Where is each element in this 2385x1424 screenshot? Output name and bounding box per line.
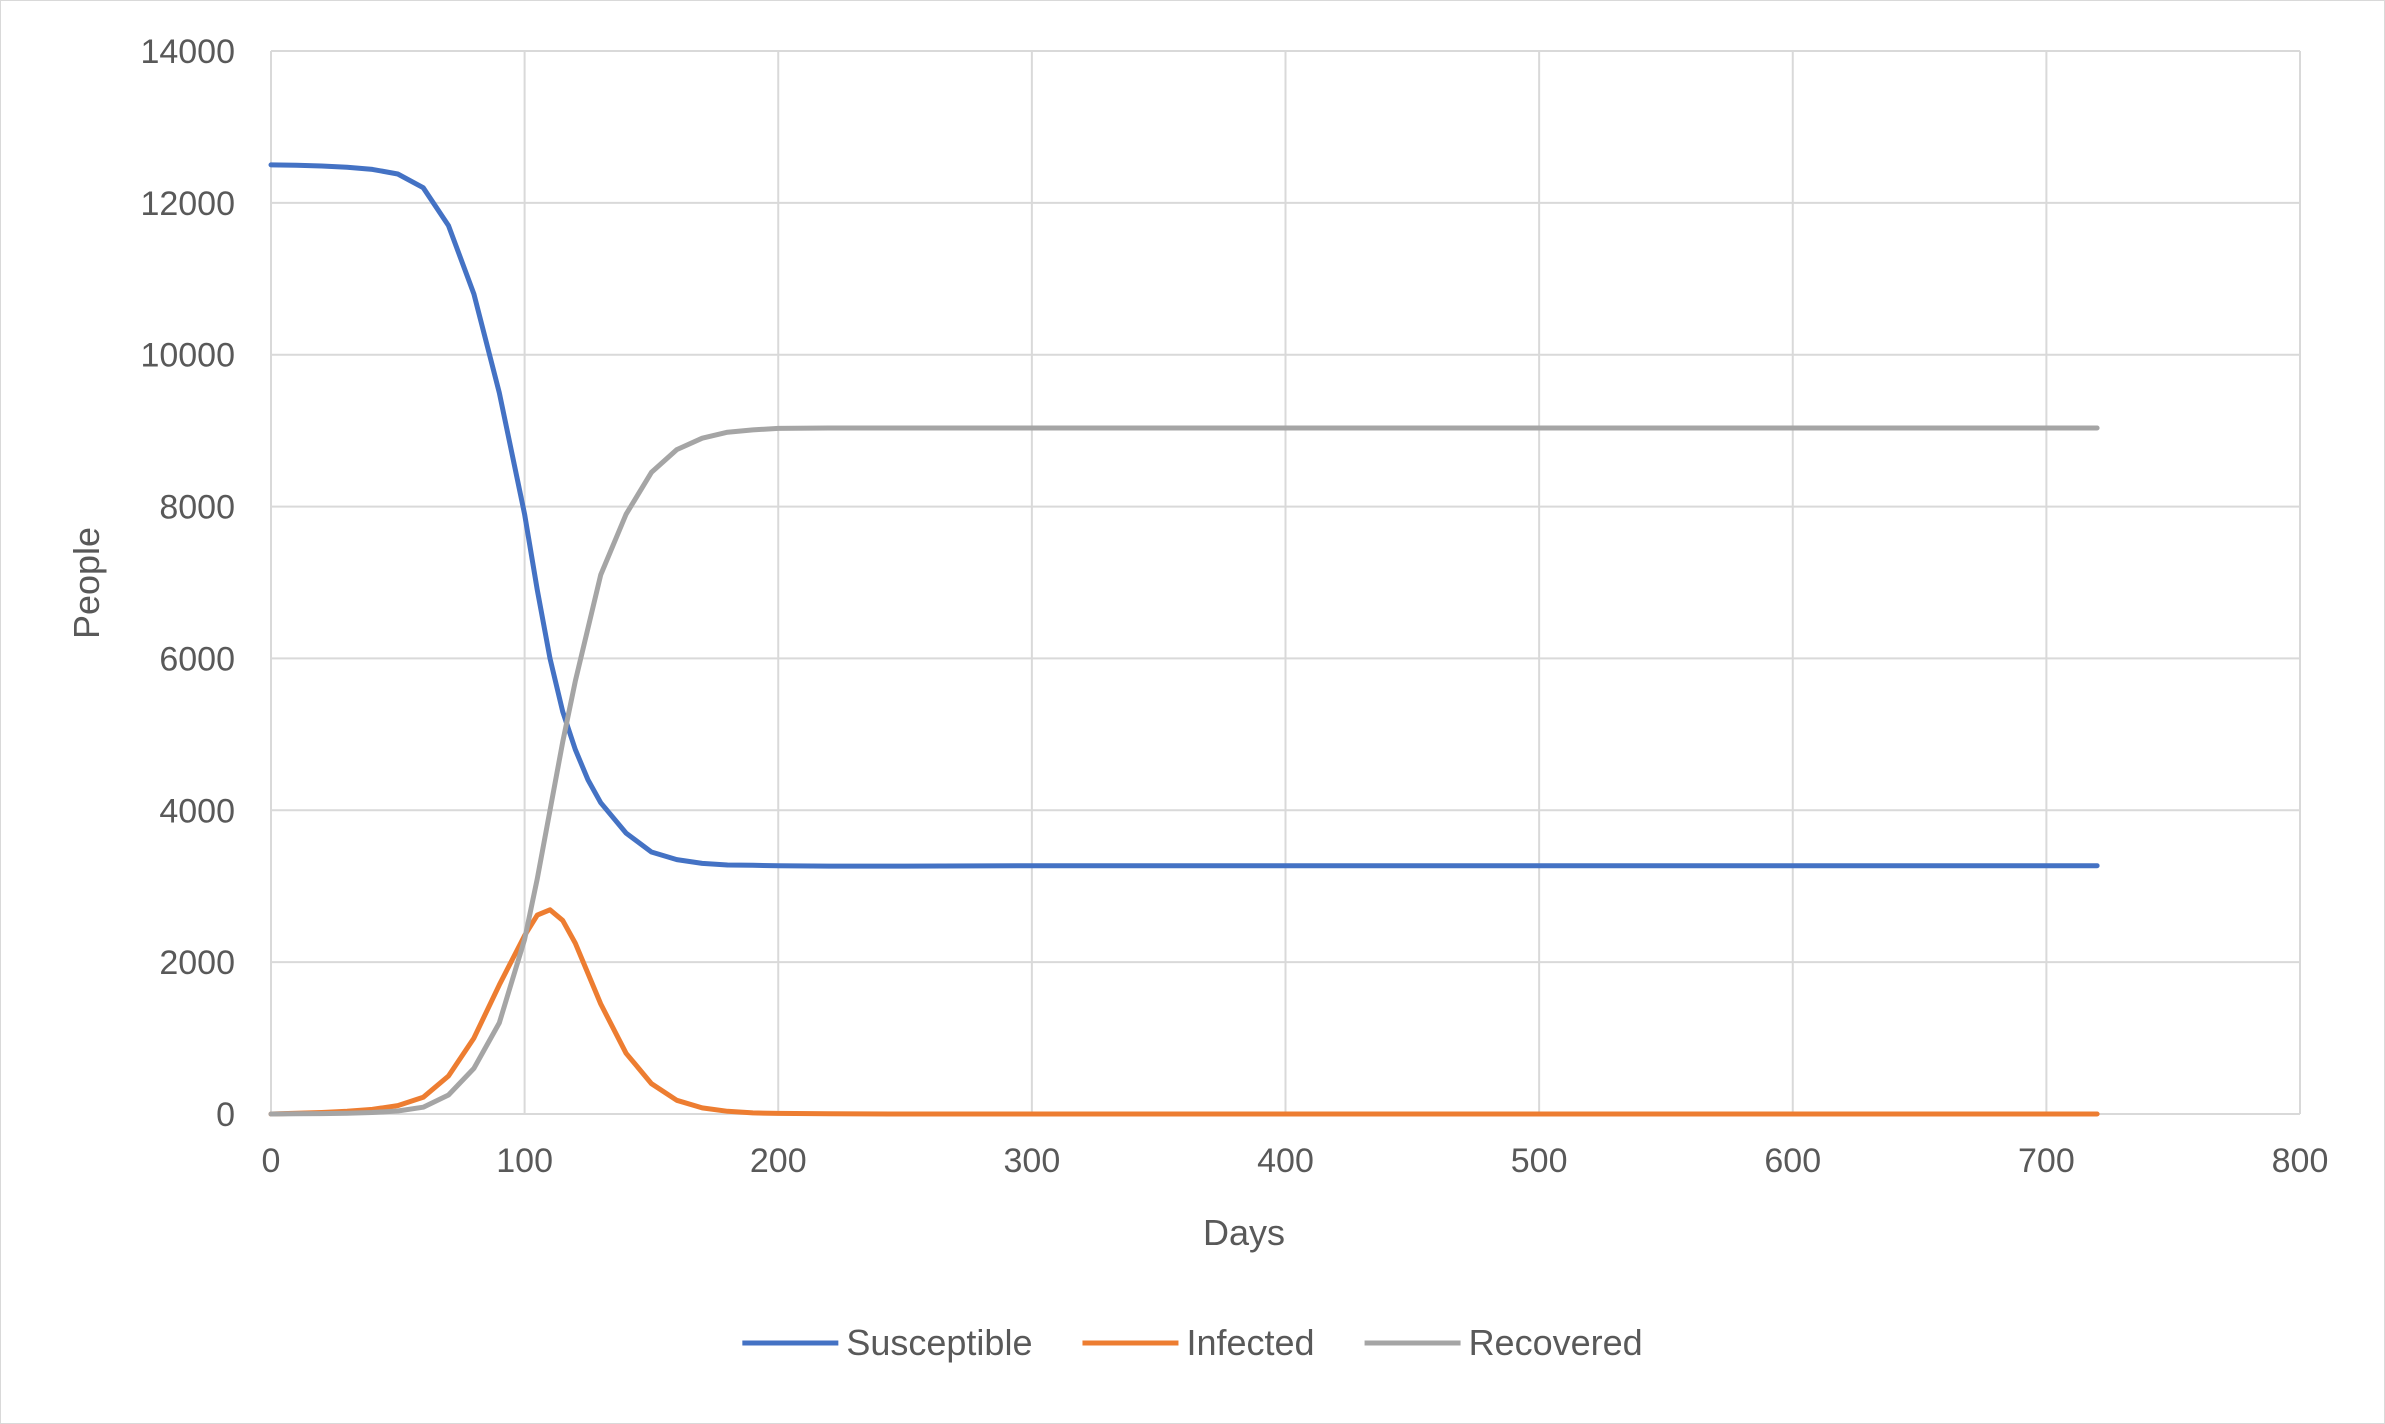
- y-tick-label: 10000: [140, 337, 235, 375]
- x-tick-label: 500: [1511, 1142, 1568, 1180]
- x-axis-title: Days: [1203, 1212, 1285, 1253]
- y-axis-title: People: [66, 527, 107, 639]
- x-tick-label: 800: [2272, 1142, 2329, 1180]
- legend-label: Infected: [1186, 1322, 1314, 1363]
- legend-item-infected: Infected: [1082, 1322, 1315, 1363]
- y-tick-label: 6000: [159, 640, 235, 678]
- legend-label: Susceptible: [846, 1322, 1032, 1363]
- legend-item-susceptible: Susceptible: [742, 1322, 1032, 1363]
- y-tick-label: 12000: [140, 185, 235, 223]
- x-tick-label: 200: [750, 1142, 807, 1180]
- grid-lines: [270, 50, 2301, 1115]
- x-tick-label: 300: [1004, 1142, 1061, 1180]
- y-tick-labels: 0 2000 4000 6000 8000 10000 12000 14000: [140, 33, 235, 1134]
- legend: Susceptible Infected Recovered: [742, 1322, 1643, 1363]
- x-tick-label: 600: [1764, 1142, 1821, 1180]
- y-tick-label: 2000: [159, 944, 235, 982]
- y-tick-label: 14000: [140, 33, 235, 71]
- legend-item-recovered: Recovered: [1364, 1322, 1643, 1363]
- series-line-susceptible: [268, 162, 2100, 869]
- x-tick-label: 0: [262, 1142, 281, 1180]
- x-tick-labels: 0 100 200 300 400 500 600 700 800: [262, 1142, 2329, 1180]
- y-tick-label: 0: [216, 1096, 235, 1134]
- series-lines: [268, 162, 2100, 1117]
- series-line-recovered: [268, 425, 2100, 1117]
- x-tick-label: 700: [2018, 1142, 2075, 1180]
- x-tick-label: 400: [1257, 1142, 1314, 1180]
- y-tick-label: 8000: [159, 489, 235, 527]
- y-tick-label: 4000: [159, 792, 235, 830]
- legend-label: Recovered: [1469, 1322, 1643, 1363]
- x-tick-label: 100: [496, 1142, 553, 1180]
- series-line-infected: [268, 907, 2100, 1117]
